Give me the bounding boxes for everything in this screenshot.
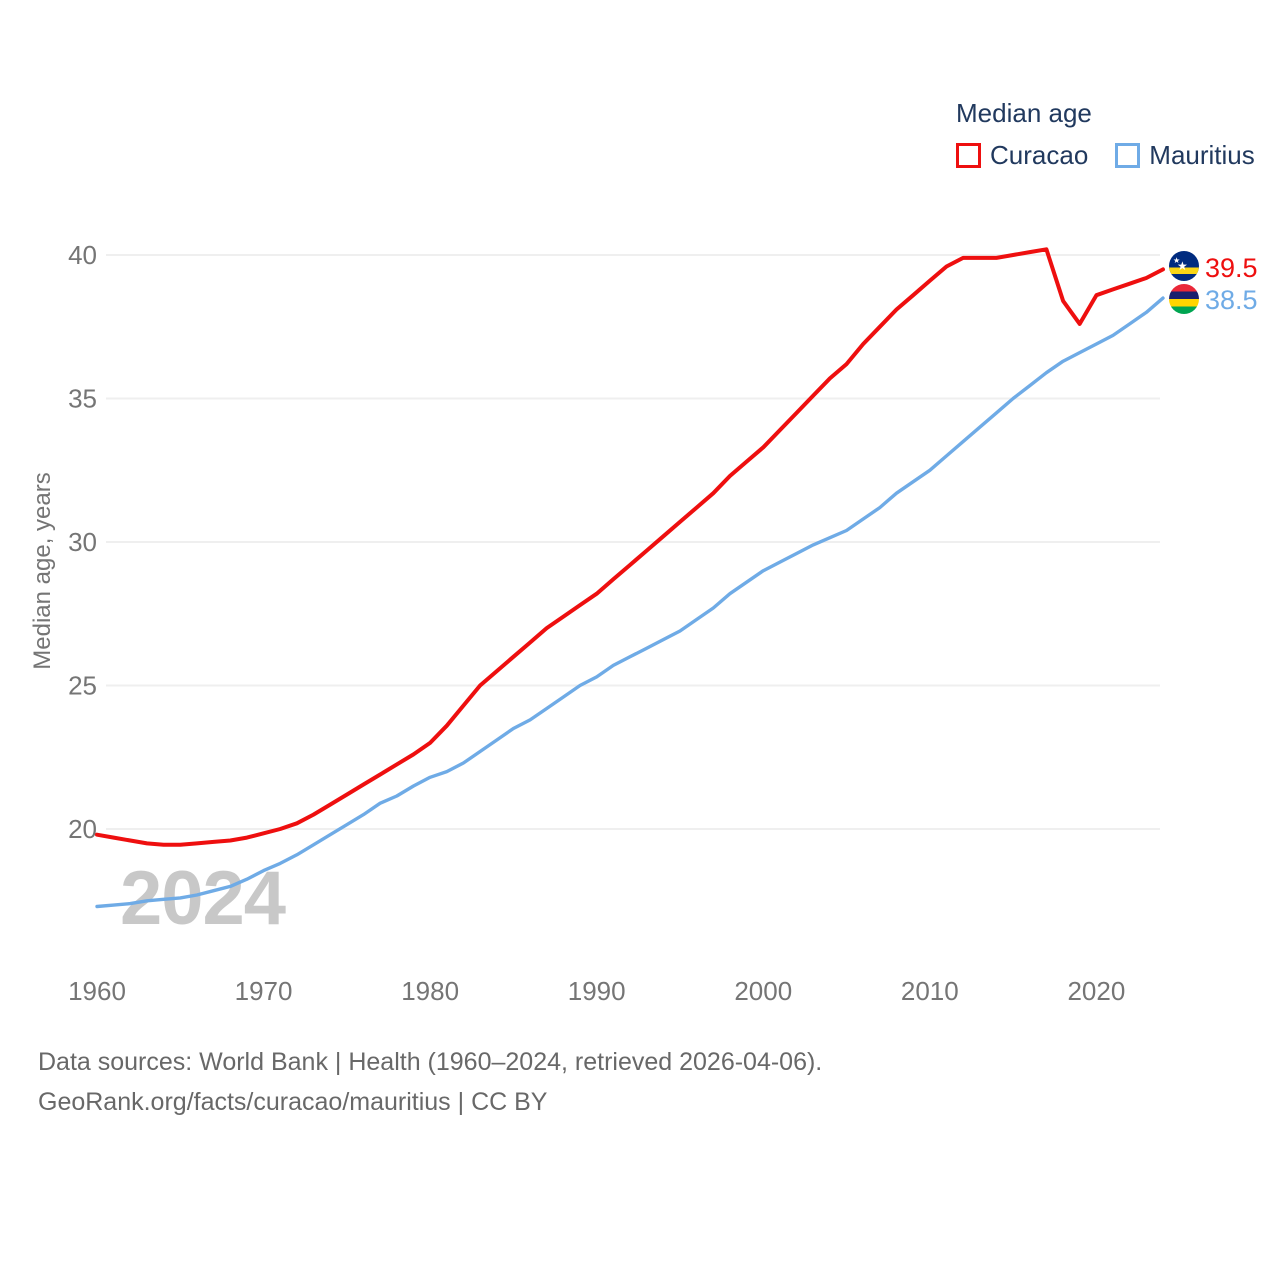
mauritius-series-line[interactable] bbox=[95, 296, 1165, 909]
gridlines bbox=[106, 254, 1160, 830]
x-tick-1960: 1960 bbox=[68, 976, 126, 1006]
legend: Median age Curacao Mauritius bbox=[956, 98, 1255, 171]
curacao-flag-big-star: ★ bbox=[1177, 259, 1188, 273]
curacao-series-line[interactable] bbox=[95, 247, 1165, 847]
legend-items: Curacao Mauritius bbox=[956, 140, 1255, 171]
legend-item-mauritius[interactable]: Mauritius bbox=[1115, 140, 1255, 171]
x-tick-1990: 1990 bbox=[568, 976, 626, 1006]
x-tick-1970: 1970 bbox=[235, 976, 293, 1006]
curacao-flag-icon: ★ ★ bbox=[1169, 251, 1199, 281]
legend-item-curacao[interactable]: Curacao bbox=[956, 140, 1088, 171]
x-axis-tick-labels: 1960 1970 1980 1990 2000 2010 2020 bbox=[68, 976, 1125, 1006]
footer-attribution: GeoRank.org/facts/curacao/mauritius | CC… bbox=[38, 1088, 548, 1116]
watermark-year: 2024 bbox=[120, 856, 286, 941]
curacao-end-value: 39.5 bbox=[1205, 253, 1258, 283]
x-tick-1980: 1980 bbox=[401, 976, 459, 1006]
curacao-swatch-icon bbox=[956, 143, 981, 168]
y-tick-35: 35 bbox=[68, 384, 97, 414]
y-tick-20: 20 bbox=[68, 814, 97, 844]
curacao-flag-small-star: ★ bbox=[1173, 256, 1180, 265]
mauritius-flag-icon bbox=[1169, 284, 1199, 314]
y-axis-title: Median age, years bbox=[29, 472, 56, 669]
footer: Data sources: World Bank | Health (1960–… bbox=[38, 1042, 822, 1122]
footer-sources: Data sources: World Bank | Health (1960–… bbox=[38, 1048, 823, 1076]
y-tick-30: 30 bbox=[68, 527, 97, 557]
mauritius-end-value: 38.5 bbox=[1205, 285, 1258, 315]
x-tick-2010: 2010 bbox=[901, 976, 959, 1006]
legend-title: Median age bbox=[956, 98, 1092, 128]
x-tick-2020: 2020 bbox=[1067, 976, 1125, 1006]
y-axis-tick-labels: 20 25 30 35 40 bbox=[68, 240, 97, 844]
mauritius-swatch-icon bbox=[1115, 143, 1141, 168]
legend-label-mauritius: Mauritius bbox=[1149, 140, 1255, 170]
y-tick-40: 40 bbox=[68, 240, 97, 270]
x-tick-2000: 2000 bbox=[734, 976, 792, 1006]
y-tick-25: 25 bbox=[68, 671, 97, 701]
legend-label-curacao: Curacao bbox=[990, 140, 1089, 170]
